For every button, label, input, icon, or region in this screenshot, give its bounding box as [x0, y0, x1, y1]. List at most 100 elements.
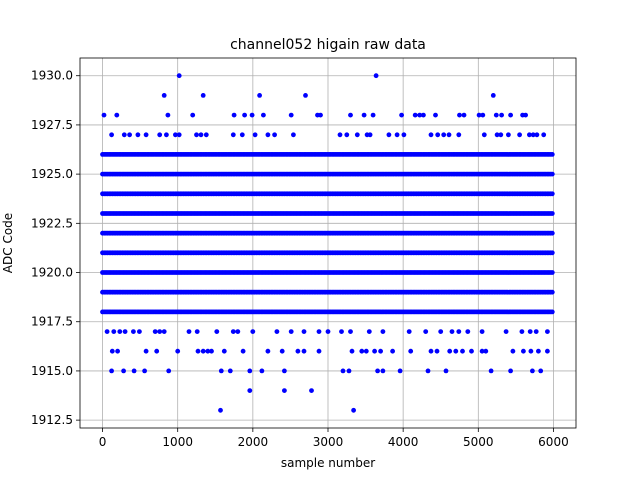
data-point: [503, 329, 509, 334]
data-point: [143, 132, 149, 138]
data-point: [117, 329, 123, 334]
data-point: [261, 112, 266, 118]
data-point: [288, 112, 294, 118]
data-point: [249, 112, 255, 118]
data-point: [527, 132, 532, 138]
data-point: [301, 329, 307, 334]
data-point: [218, 407, 223, 413]
data-point: [301, 348, 307, 354]
data-point: [380, 368, 386, 374]
data-point: [456, 132, 462, 138]
data-point: [230, 132, 236, 138]
data-point: [114, 112, 120, 118]
data-point: [423, 329, 429, 334]
data-point: [203, 132, 209, 138]
data-point: [252, 132, 258, 138]
data-point: [508, 112, 513, 118]
data-point: [337, 132, 343, 138]
data-point: [109, 368, 114, 374]
data-point: [121, 132, 127, 138]
data-point: [375, 368, 380, 374]
data-point: [209, 348, 214, 354]
data-point: [176, 132, 182, 138]
data-point: [291, 132, 296, 138]
data-point: [131, 368, 137, 374]
data-point: [166, 368, 172, 374]
data-point: [549, 211, 555, 216]
data-point: [348, 112, 353, 118]
data-point: [173, 132, 178, 138]
data-point: [339, 329, 344, 334]
y-tick-label: 1930.0: [31, 69, 73, 83]
data-point: [325, 329, 331, 334]
data-point: [536, 348, 541, 354]
data-point: [186, 329, 192, 334]
chart-title: channel052 higain raw data: [230, 37, 426, 53]
data-point: [549, 230, 555, 236]
data-point: [457, 112, 462, 118]
data-point: [230, 329, 236, 334]
data-point: [265, 348, 271, 354]
data-point: [295, 348, 301, 354]
data-point: [109, 348, 115, 354]
data-point: [282, 388, 287, 393]
y-tick-label: 1925.0: [31, 167, 73, 181]
data-point: [265, 132, 271, 138]
data-point: [346, 368, 352, 374]
data-point: [408, 348, 414, 354]
data-point: [373, 73, 379, 79]
data-point: [164, 132, 169, 138]
data-point: [318, 112, 323, 118]
data-point: [406, 329, 412, 334]
data-point: [476, 112, 482, 118]
data-point: [176, 73, 182, 79]
data-point: [200, 93, 206, 98]
y-tick-label: 1920.0: [31, 266, 73, 280]
data-point: [250, 329, 256, 334]
data-point: [247, 368, 253, 374]
data-point: [274, 329, 280, 334]
data-point: [259, 368, 265, 374]
y-axis-label: ADC Code: [1, 213, 15, 273]
y-tick-label: 1915.0: [31, 364, 73, 378]
data-point: [380, 329, 386, 334]
data-point: [257, 93, 262, 98]
data-point: [231, 112, 237, 118]
data-point: [190, 112, 196, 118]
data-point: [366, 329, 372, 334]
data-point: [309, 388, 314, 393]
data-point: [412, 112, 418, 118]
data-point: [438, 329, 444, 334]
data-point: [235, 329, 241, 334]
data-point: [508, 368, 513, 374]
data-point: [288, 329, 294, 334]
data-point: [340, 368, 346, 374]
data-point: [370, 112, 376, 118]
data-point: [348, 329, 353, 334]
y-tick-label: 1927.5: [31, 118, 73, 132]
data-point: [161, 93, 167, 98]
data-point: [456, 329, 462, 334]
data-point: [354, 132, 360, 138]
data-point: [240, 348, 246, 354]
data-point: [303, 93, 308, 98]
data-point: [142, 368, 148, 374]
data-point: [316, 329, 322, 334]
data-point: [157, 329, 163, 334]
data-point: [152, 329, 158, 334]
data-point: [469, 348, 474, 354]
data-point: [399, 112, 404, 118]
data-point: [549, 191, 555, 197]
data-point: [378, 348, 383, 354]
data-point: [115, 348, 120, 354]
data-point: [449, 329, 455, 334]
data-point: [434, 348, 440, 354]
data-point: [361, 112, 367, 118]
data-point: [530, 132, 536, 138]
data-point: [394, 132, 400, 138]
data-point: [441, 132, 447, 138]
data-point: [549, 309, 555, 315]
data-point: [549, 289, 555, 295]
data-point: [534, 132, 540, 138]
